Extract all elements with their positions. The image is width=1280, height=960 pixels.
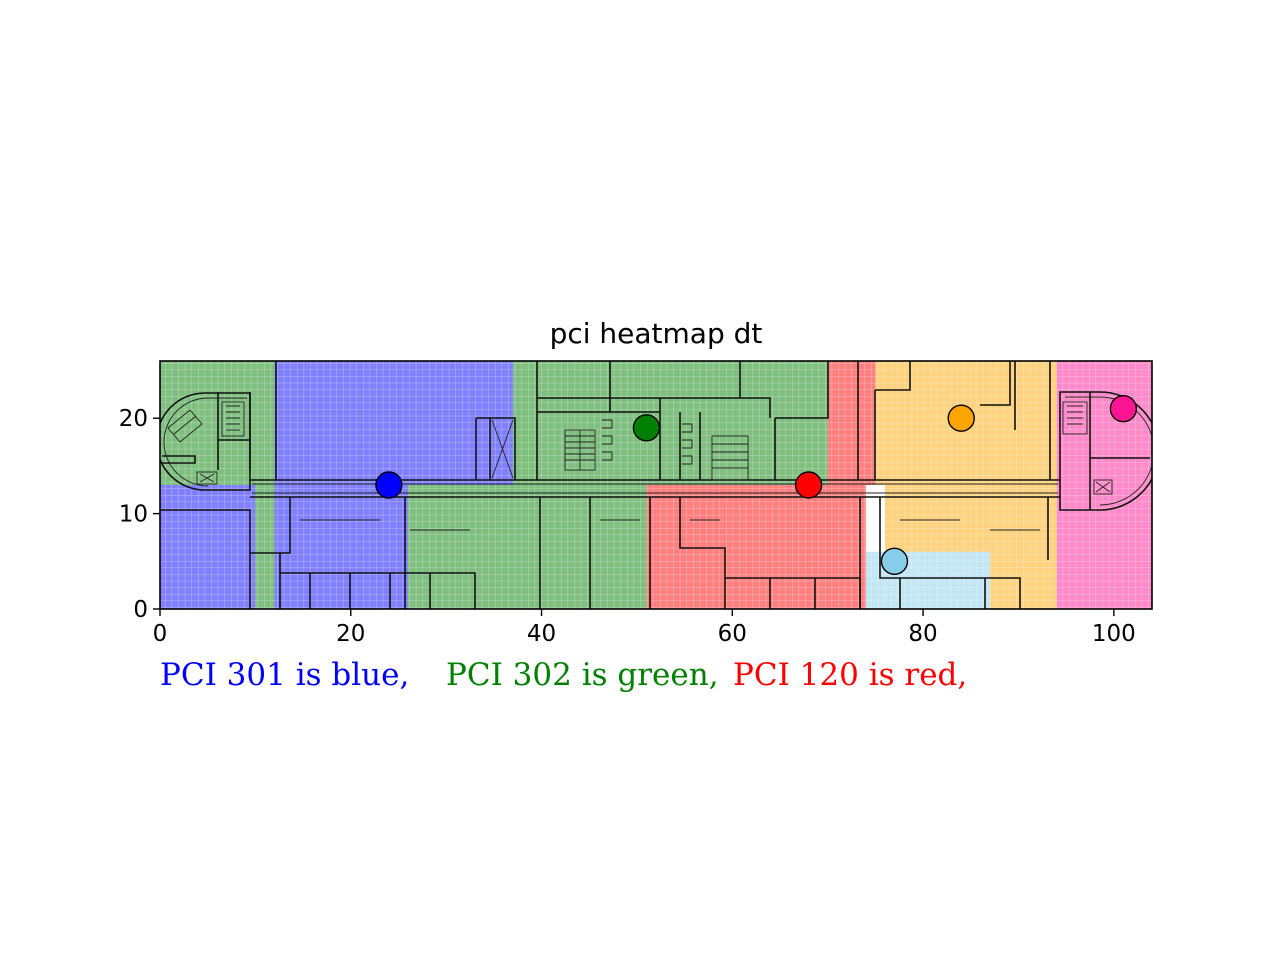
chart-title: pci heatmap dt [550, 317, 763, 350]
cell-site-marker-0 [375, 471, 403, 499]
y-tick-label: 20 [119, 406, 148, 432]
x-tick-label: 100 [1092, 621, 1136, 647]
legend-note-pci-302: PCI 302 is green, [446, 657, 719, 693]
cell-site-marker-5 [1109, 394, 1138, 423]
legend-note-pci-301: PCI 301 is blue, [160, 657, 409, 693]
pci-legend: PCI 301 is blue, PCI 302 is green, PCI 1… [160, 657, 967, 693]
y-tick-label: 0 [133, 597, 148, 623]
x-tick-label: 60 [718, 621, 747, 647]
y-tick-label: 10 [119, 502, 148, 528]
x-tick-label: 40 [527, 621, 556, 647]
cell-site-marker-2 [794, 471, 823, 499]
cell-site-marker-3 [880, 547, 909, 576]
y-axis: 0 10 20 [119, 406, 160, 623]
cell-grid-overlay [160, 361, 1152, 609]
cell-site-marker-1 [632, 414, 661, 442]
cell-site-markers [375, 394, 1138, 576]
cell-site-marker-4 [947, 404, 975, 432]
plot-area-frame [159, 360, 1153, 610]
x-tick-label: 20 [336, 621, 365, 647]
legend-note-pci-120: PCI 120 is red, [733, 657, 967, 693]
x-tick-label: 80 [908, 621, 937, 647]
x-axis: 0 20 40 60 80 100 [153, 609, 1136, 647]
x-tick-label: 0 [153, 621, 168, 647]
